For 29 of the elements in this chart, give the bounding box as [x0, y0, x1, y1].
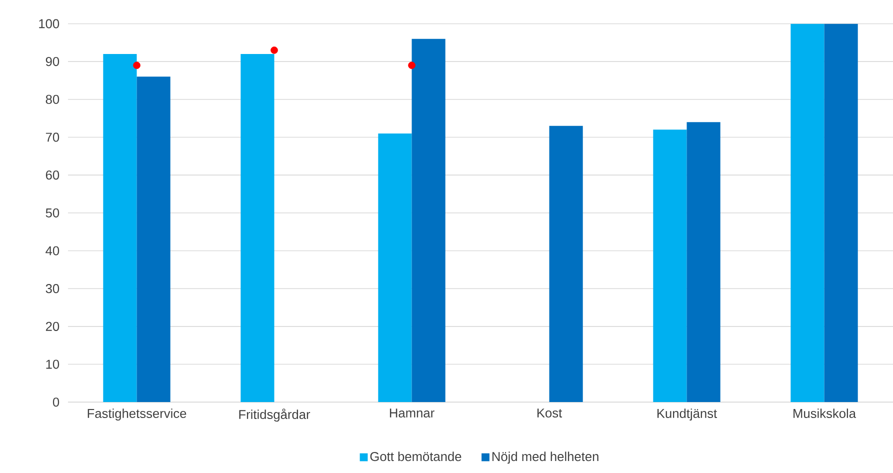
y-tick-label: 30 [46, 284, 60, 294]
legend-label: Nöjd med helheten [492, 452, 598, 464]
x-tick-label: Hamnar [390, 408, 434, 418]
bar [790, 24, 824, 402]
x-tick-label: Kost [537, 408, 562, 418]
y-tick-label: 60 [46, 170, 60, 180]
bar [686, 122, 720, 402]
x-tick-label: Fastighetsservice [88, 408, 186, 420]
y-tick-label: 10 [46, 360, 60, 369]
y-tick-label: 70 [46, 132, 60, 142]
bar [103, 54, 137, 402]
bar [136, 76, 170, 402]
bar [653, 130, 687, 402]
y-tick-label: 40 [46, 246, 60, 256]
y-tick-label: 80 [46, 94, 60, 104]
legend-label: Gott bemötande [370, 452, 462, 461]
bar [412, 38, 446, 402]
y-tick-label: 20 [46, 322, 60, 331]
x-tick-label: Musikskola [794, 408, 856, 418]
bar [240, 54, 274, 402]
bar [378, 133, 412, 402]
y-tick-label: 50 [46, 208, 60, 218]
x-tick-label: Kundtjänst [657, 408, 717, 420]
x-tick-label: Fritidsgårdar [239, 408, 310, 422]
y-tick-label: 0 [52, 397, 60, 407]
y-tick-label: 90 [46, 56, 60, 66]
bar [549, 126, 583, 402]
bar [824, 24, 858, 402]
y-tick-label: 100 [39, 19, 60, 28]
